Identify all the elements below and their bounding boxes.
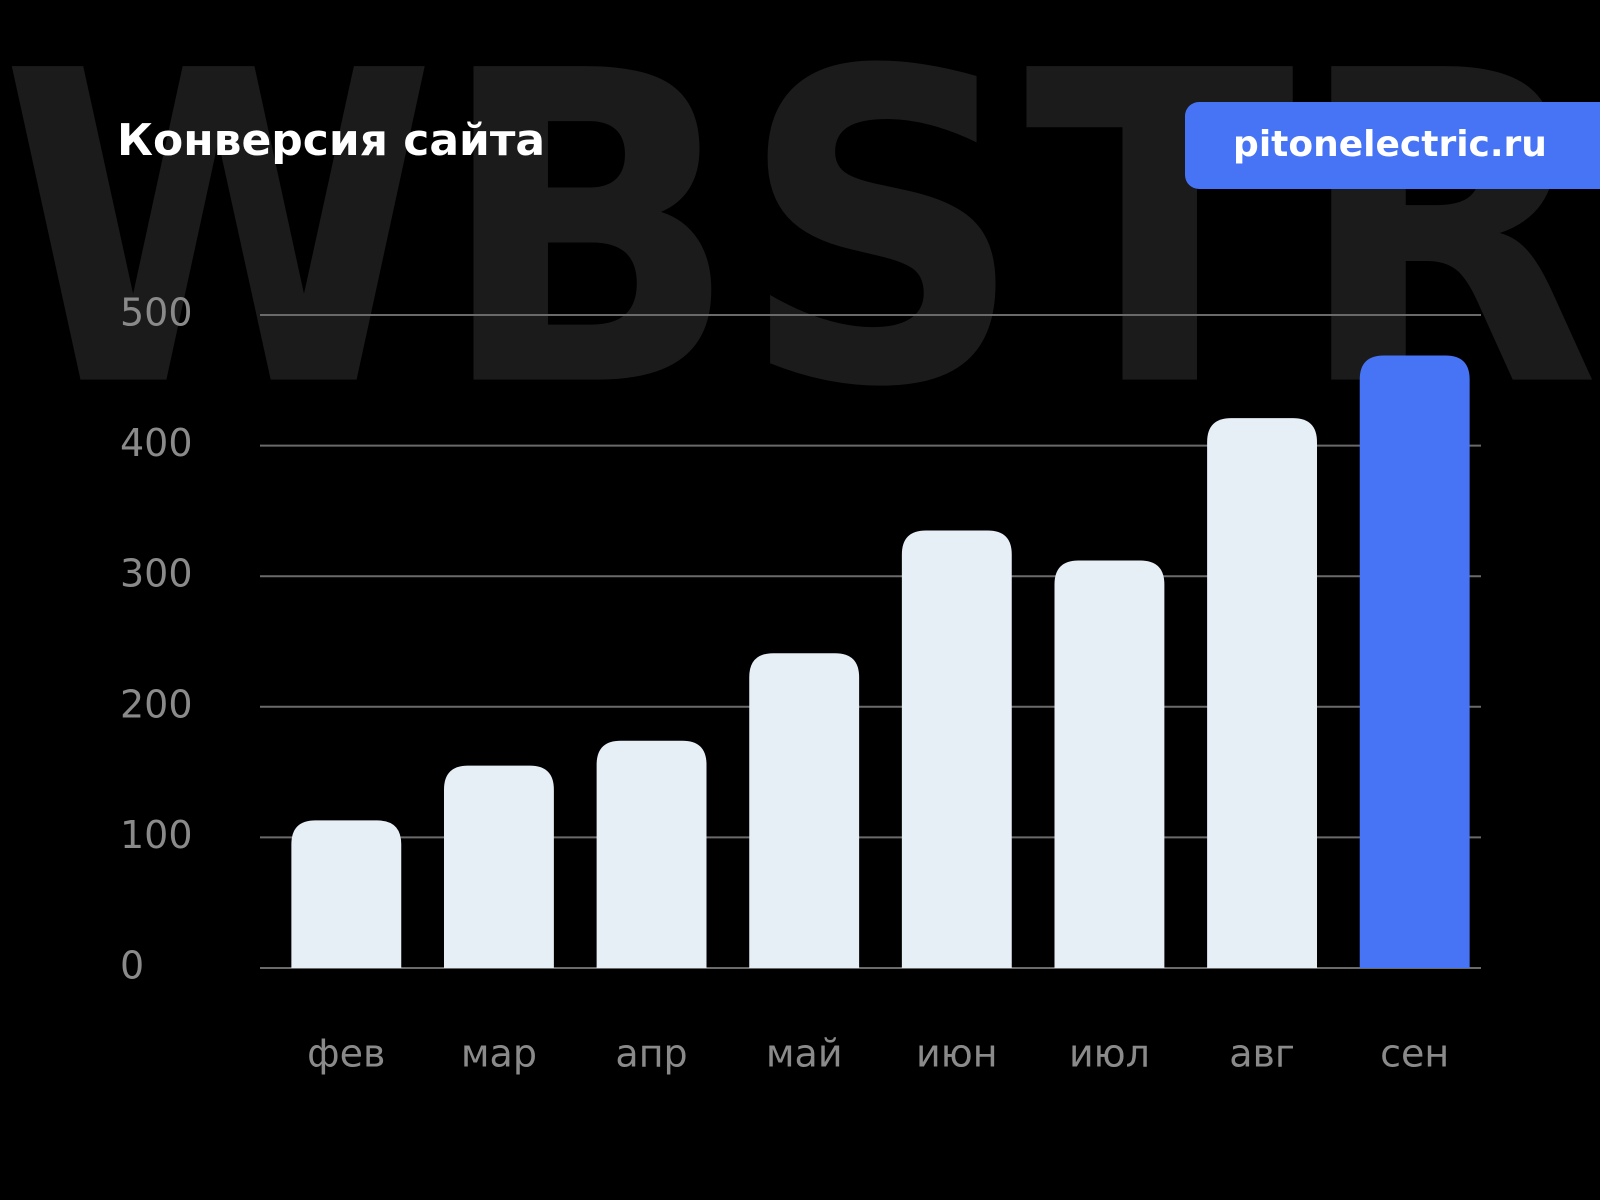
bar: [1054, 560, 1165, 968]
y-tick-label: 200: [120, 682, 193, 726]
bar: [291, 820, 402, 968]
watermark: WBSTR: [0, 0, 1600, 482]
x-tick-label: авг: [1229, 1032, 1295, 1076]
chart-title: Конверсия сайта: [117, 115, 545, 166]
y-tick-label: 500: [120, 291, 193, 335]
x-tick-label: мар: [461, 1032, 537, 1076]
y-tick-label: 300: [120, 552, 193, 596]
bar: [596, 740, 707, 968]
x-tick-label: июн: [916, 1032, 998, 1076]
x-tick-label: сен: [1380, 1032, 1449, 1076]
y-tick-label: 100: [120, 813, 193, 857]
y-tick-label: 400: [120, 421, 193, 465]
badge: pitonelectric.ru: [1233, 124, 1547, 165]
x-tick-label: апр: [615, 1032, 687, 1076]
bar: [749, 653, 860, 968]
bar: [1207, 418, 1318, 968]
y-tick-label: 0: [120, 944, 144, 988]
x-tick-label: фев: [307, 1032, 385, 1076]
badge-background: [1185, 102, 1600, 189]
bar: [1359, 355, 1470, 969]
bar: [443, 765, 554, 968]
bar: [901, 530, 1012, 968]
x-tick-label: май: [766, 1032, 843, 1076]
x-tick-label: июл: [1069, 1032, 1150, 1076]
